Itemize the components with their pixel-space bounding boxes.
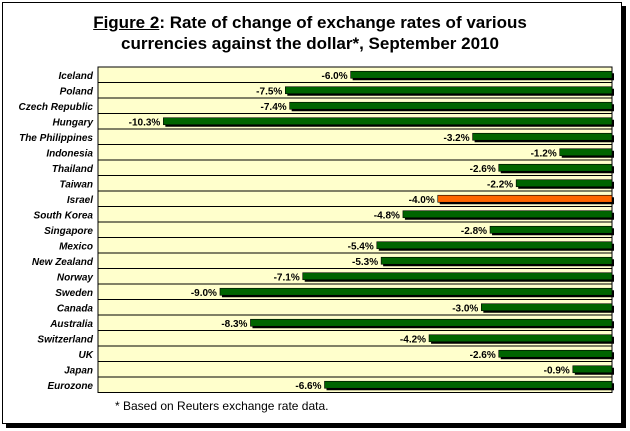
category-label: Czech Republic — [19, 102, 94, 113]
category-label: Taiwan — [59, 179, 93, 190]
data-label: -2.8% — [461, 226, 487, 237]
category-label: Canada — [57, 303, 94, 314]
bar — [489, 225, 613, 234]
data-label: -5.4% — [348, 241, 374, 252]
data-label: -4.2% — [400, 334, 426, 345]
data-label: -9.0% — [191, 288, 217, 299]
bar — [572, 365, 613, 374]
bar — [376, 241, 613, 250]
data-label: -3.0% — [452, 303, 478, 314]
data-label: -1.2% — [531, 148, 557, 159]
chart-title: Figure 2: Rate of change of exchange rat… — [40, 12, 580, 54]
category-label: Hungary — [52, 117, 93, 128]
bar — [289, 101, 613, 110]
category-label: Sweden — [55, 288, 93, 299]
bar — [250, 318, 613, 327]
figure-number: Figure 2 — [93, 13, 160, 32]
data-label: -4.0% — [409, 195, 435, 206]
data-label: -7.1% — [274, 272, 300, 283]
footnote: * Based on Reuters exchange rate data. — [115, 399, 329, 413]
category-label: Eurozone — [47, 381, 93, 392]
frame-shadow-bottom — [6, 424, 626, 428]
bar — [498, 163, 613, 172]
bar — [428, 334, 613, 343]
bar — [559, 148, 613, 157]
data-label: -2.2% — [487, 179, 513, 190]
category-label: Singapore — [44, 226, 93, 237]
bar — [402, 210, 613, 219]
category-label: Israel — [67, 195, 93, 206]
bar — [437, 194, 613, 203]
data-label: -8.3% — [221, 319, 247, 330]
bar — [481, 303, 613, 312]
category-label: Australia — [49, 319, 93, 330]
category-label: Thailand — [52, 164, 94, 175]
bar — [498, 349, 613, 358]
category-label: Norway — [57, 272, 94, 283]
bar — [380, 256, 613, 265]
title-line-2: currencies against the dollar*, Septembe… — [121, 34, 499, 53]
bar — [472, 132, 613, 141]
category-label: The Philippines — [19, 133, 93, 144]
data-label: -10.3% — [129, 117, 161, 128]
category-label: Indonesia — [46, 148, 93, 159]
frame-shadow-right — [622, 6, 626, 428]
bar — [219, 287, 613, 296]
category-label: Iceland — [59, 71, 94, 82]
category-label: Japan — [64, 365, 93, 376]
bar — [285, 86, 613, 95]
data-label: -3.2% — [443, 133, 469, 144]
data-label: -2.6% — [470, 164, 496, 175]
category-label: New Zealand — [32, 257, 94, 268]
data-label: -5.3% — [352, 257, 378, 268]
title-line-1: : Rate of change of exchange rates of va… — [159, 13, 527, 32]
data-label: -0.9% — [544, 365, 570, 376]
bar — [350, 70, 613, 79]
bar — [515, 179, 613, 188]
category-label: Mexico — [59, 241, 93, 252]
data-label: -2.6% — [470, 350, 496, 361]
data-label: -6.6% — [295, 381, 321, 392]
data-label: -6.0% — [322, 71, 348, 82]
category-label: UK — [79, 350, 94, 361]
category-label: Switzerland — [37, 334, 93, 345]
category-label: Poland — [60, 86, 94, 97]
bar — [163, 117, 613, 126]
data-label: -7.4% — [261, 102, 287, 113]
data-label: -4.8% — [374, 210, 400, 221]
category-label: South Korea — [34, 210, 94, 221]
data-label: -7.5% — [256, 86, 282, 97]
bar — [324, 380, 613, 389]
bar — [302, 272, 613, 281]
